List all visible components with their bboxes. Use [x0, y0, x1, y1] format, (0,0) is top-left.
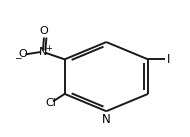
Text: −: −	[14, 53, 22, 62]
Text: O: O	[40, 26, 48, 36]
Text: Cl: Cl	[45, 98, 56, 108]
Text: N: N	[102, 113, 111, 126]
Text: I: I	[167, 53, 170, 66]
Text: +: +	[45, 44, 52, 53]
Text: O: O	[19, 49, 28, 59]
Text: N: N	[39, 47, 47, 57]
